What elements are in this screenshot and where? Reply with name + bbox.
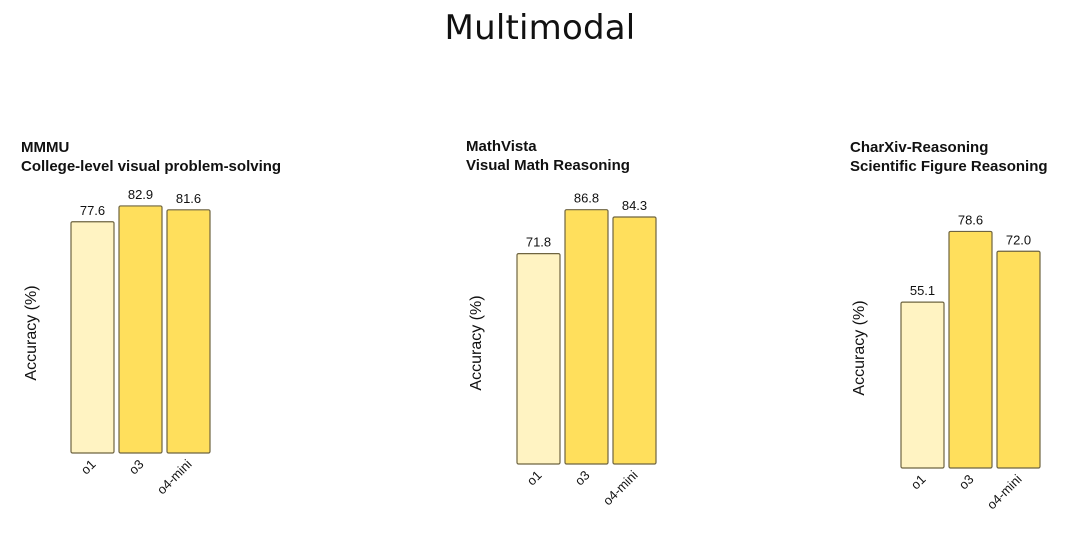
chart-subtitle: Visual Math Reasoning bbox=[466, 157, 630, 174]
bar-o1 bbox=[516, 253, 561, 465]
tick-label-o3: o3 bbox=[956, 472, 977, 493]
chart-subtitle: Scientific Figure Reasoning bbox=[850, 158, 1048, 175]
y-axis-label: Accuracy (%) bbox=[23, 285, 40, 380]
chart-title: MathVista bbox=[466, 138, 537, 155]
bar-o4-mini bbox=[612, 216, 657, 465]
value-label-o4-mini: 72.0 bbox=[1006, 232, 1031, 247]
value-label-o4-mini: 84.3 bbox=[622, 198, 647, 213]
y-axis-label: Accuracy (%) bbox=[468, 295, 485, 390]
bar-o1 bbox=[900, 301, 945, 469]
chart-title: MMMU bbox=[21, 139, 70, 156]
bar-chart-mathvista: Accuracy (%) 71.8 o1 86.8 o3 84.3 o4-mini bbox=[468, 191, 657, 508]
value-label-o1: 77.6 bbox=[80, 203, 105, 218]
tick-label-o1: o1 bbox=[78, 457, 99, 478]
bar-o3 bbox=[564, 209, 609, 465]
y-axis-label: Accuracy (%) bbox=[851, 300, 868, 395]
tick-label-o3: o3 bbox=[572, 468, 593, 489]
chart-title-mmmu: MMMU College-level visual problem-solvin… bbox=[21, 138, 281, 176]
value-label-o4-mini: 81.6 bbox=[176, 191, 201, 206]
value-label-o1: 71.8 bbox=[526, 235, 551, 250]
value-label-o3: 82.9 bbox=[128, 187, 153, 202]
value-label-o3: 86.8 bbox=[574, 191, 599, 206]
tick-label-o4-mini: o4-mini bbox=[984, 471, 1025, 512]
chart-title: CharXiv-Reasoning bbox=[850, 139, 989, 156]
bar-o1 bbox=[70, 221, 115, 454]
bar-chart-mmmu: Accuracy (%) 77.6 o1 82.9 o3 81.6 o4-mini bbox=[23, 187, 211, 497]
bar-chart-charxiv: Accuracy (%) 55.1 o1 78.6 o3 72.0 o4-mini bbox=[851, 212, 1041, 512]
page-title: Multimodal bbox=[444, 8, 636, 48]
chart-title-mathvista: MathVista Visual Math Reasoning bbox=[466, 137, 630, 175]
bar-o3 bbox=[118, 205, 163, 454]
tick-label-o3: o3 bbox=[126, 457, 147, 478]
bar-o4-mini bbox=[166, 209, 211, 454]
value-label-o1: 55.1 bbox=[910, 283, 935, 298]
value-label-o3: 78.6 bbox=[958, 212, 983, 227]
chart-subtitle: College-level visual problem-solving bbox=[21, 158, 282, 175]
tick-label-o1: o1 bbox=[908, 472, 929, 493]
tick-label-o4-mini: o4-mini bbox=[154, 456, 195, 497]
bar-o4-mini bbox=[996, 250, 1041, 469]
tick-label-o4-mini: o4-mini bbox=[600, 467, 641, 508]
tick-label-o1: o1 bbox=[524, 468, 545, 489]
bar-o3 bbox=[948, 230, 993, 469]
chart-title-charxiv: CharXiv-Reasoning Scientific Figure Reas… bbox=[850, 138, 1048, 176]
